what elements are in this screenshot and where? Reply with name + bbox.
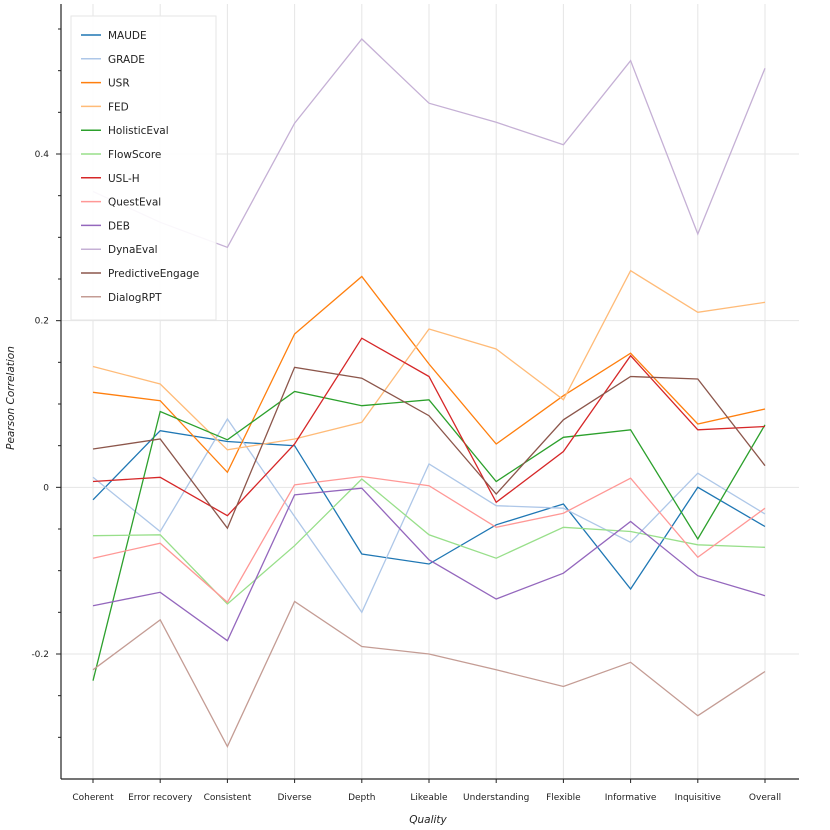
x-tick-label: Depth (348, 793, 375, 803)
series-line-predictiveengage (92, 366, 766, 530)
x-tick-label: Overall (749, 793, 781, 803)
legend: MAUDE GRADE USR FED HolisticEval FlowScore USL… (70, 15, 217, 321)
legend-label: GRADE (108, 54, 145, 66)
series-line-fed (92, 269, 766, 451)
series-line-maude (92, 430, 766, 591)
legend-label: PredictiveEngage (108, 268, 199, 280)
x-tick-label: Coherent (72, 793, 114, 803)
series-line-holisticeval (92, 390, 766, 681)
series-line-questeval (92, 475, 766, 604)
legend-label: DEB (108, 220, 130, 232)
y-tick-label: 0.2 (35, 317, 49, 327)
series-lines (92, 38, 766, 748)
series-line-usl-h (92, 337, 766, 517)
legend-label: USL-H (108, 173, 140, 185)
legend-label: DialogRPT (108, 292, 162, 304)
x-tick-label: Likeable (410, 793, 448, 803)
legend-label: QuestEval (108, 197, 161, 209)
x-tick-label: Understanding (463, 793, 529, 803)
y-ticks: -0.2 0 0.2 0.4 (31, 28, 61, 738)
series-line-grade (92, 417, 766, 614)
series-line-dialogrpt (92, 600, 766, 748)
legend-label: HolisticEval (108, 125, 169, 137)
y-axis-title: Pearson Correlation (5, 346, 17, 450)
x-tick-label: Diverse (277, 793, 312, 803)
legend-label: FED (108, 101, 129, 113)
axes (60, 4, 799, 780)
series-line-deb (92, 487, 766, 642)
legend-label: DynaEval (108, 244, 158, 256)
grid-lines (61, 4, 799, 779)
x-tick-label: Inquisitive (675, 793, 722, 803)
legend-label: USR (108, 78, 130, 90)
legend-label: MAUDE (108, 30, 147, 42)
legend-box (70, 15, 217, 321)
x-ticks: Coherent Error recovery Consistent Diverse D… (72, 779, 781, 803)
y-tick-label: 0 (43, 483, 49, 493)
series-line-flowscore (92, 478, 766, 605)
x-axis-title: Quality (409, 814, 447, 826)
y-tick-label: -0.2 (31, 650, 49, 660)
x-tick-label: Informative (605, 793, 657, 803)
legend-label: FlowScore (108, 149, 161, 161)
x-tick-label: Error recovery (128, 793, 193, 803)
x-tick-label: Consistent (204, 793, 252, 803)
x-tick-label: Flexible (546, 793, 581, 803)
y-tick-label: 0.4 (35, 150, 50, 160)
